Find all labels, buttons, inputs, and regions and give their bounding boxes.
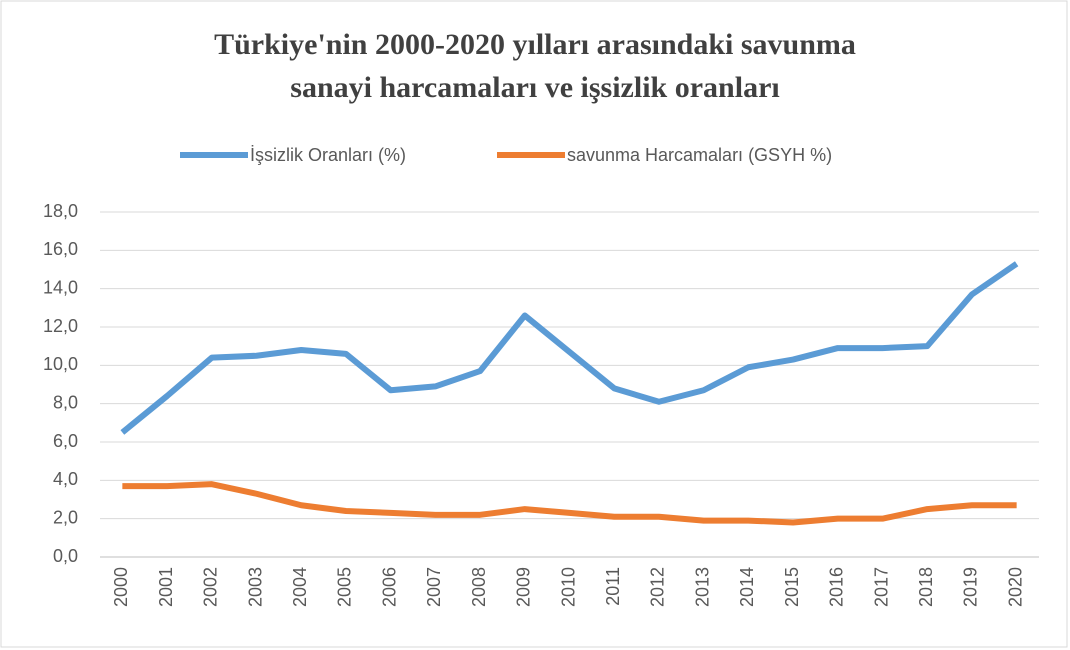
y-tick-label: 8,0 [53, 392, 78, 412]
x-tick-label: 2003 [245, 567, 265, 607]
x-tick-label: 2006 [379, 567, 399, 607]
legend-label: İşsizlik Oranları (%) [250, 145, 406, 165]
y-tick-label: 0,0 [53, 546, 78, 566]
x-tick-label: 2008 [469, 567, 489, 607]
x-tick-label: 2014 [737, 567, 757, 607]
y-tick-label: 18,0 [43, 201, 78, 221]
x-tick-label: 2000 [111, 567, 131, 607]
x-tick-label: 2012 [648, 567, 668, 607]
data-line [120, 261, 1019, 435]
y-tick-label: 16,0 [43, 239, 78, 259]
y-tick-label: 10,0 [43, 354, 78, 374]
x-tick-label: 2018 [916, 567, 936, 607]
x-tick-label: 2004 [290, 567, 310, 607]
x-tick-label: 2011 [603, 567, 623, 606]
y-tick-label: 6,0 [53, 431, 78, 451]
x-tick-label: 2017 [871, 567, 891, 607]
y-tick-label: 12,0 [43, 316, 78, 336]
y-tick-label: 4,0 [53, 469, 78, 489]
x-tick-label: 2016 [827, 567, 847, 607]
chart-title: sanayi harcamaları ve işsizlik oranları [290, 71, 779, 104]
legend-label: savunma Harcamaları (GSYH %) [567, 145, 832, 165]
data-line [122, 481, 1017, 526]
x-tick-label: 2001 [156, 567, 176, 607]
chart-title: Türkiye'nin 2000-2020 yılları arasındaki… [214, 28, 856, 61]
x-tick-label: 2010 [558, 567, 578, 607]
x-tick-label: 2002 [201, 567, 221, 607]
x-tick-label: 2015 [782, 567, 802, 607]
x-tick-label: 2020 [1005, 567, 1025, 607]
y-tick-label: 14,0 [43, 277, 78, 297]
x-tick-label: 2007 [424, 567, 444, 607]
x-tick-label: 2013 [692, 567, 712, 607]
x-tick-label: 2009 [514, 567, 534, 607]
x-tick-label: 2019 [961, 567, 981, 607]
y-tick-label: 2,0 [53, 507, 78, 527]
x-tick-label: 2005 [335, 567, 355, 607]
